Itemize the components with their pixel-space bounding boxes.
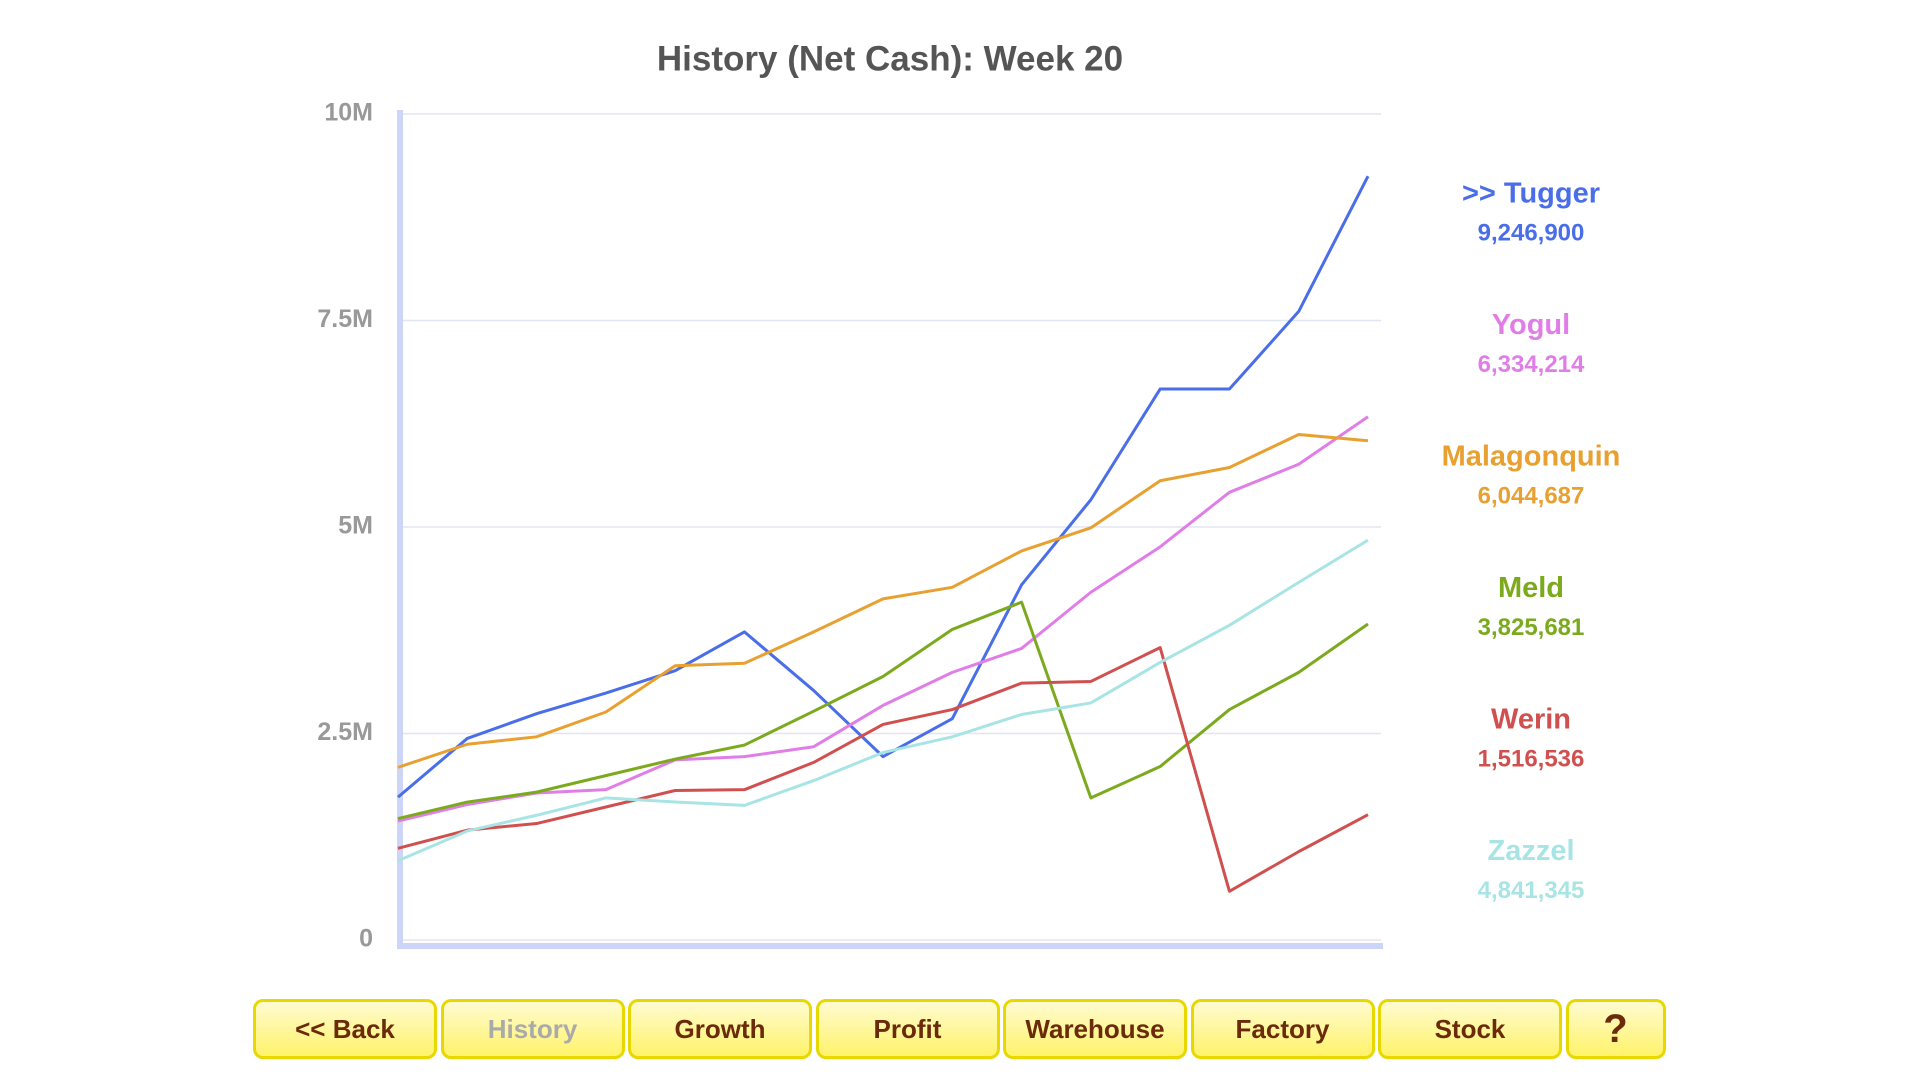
legend-value: 4,841,345 — [1478, 877, 1585, 904]
nav-bar: << Back History Growth Profit Warehouse Facto… — [253, 999, 1673, 1065]
nav-button[interactable]: ? — [1565, 999, 1666, 1059]
legend-name: >> Tugger — [1462, 178, 1600, 210]
y-tick-label: 2.5M — [317, 718, 373, 746]
y-tick-label: 10M — [324, 99, 373, 127]
legend-value: 6,334,214 — [1478, 351, 1585, 378]
legend-value: 1,516,536 — [1478, 745, 1585, 772]
legend-name: Malagonquin — [1442, 441, 1621, 473]
legend-value: 9,246,900 — [1478, 219, 1585, 246]
nav-button[interactable]: Profit — [815, 999, 1000, 1059]
legend-name: Zazzel — [1487, 835, 1574, 867]
nav-button[interactable]: Factory — [1190, 999, 1375, 1059]
legend-value: 3,825,681 — [1478, 614, 1585, 641]
series-line — [397, 646, 1369, 893]
chart: History (Net Cash): Week 20 0 2.5M 5M 7.5M 1… — [317, 39, 1621, 953]
nav-button[interactable]: History — [440, 999, 625, 1059]
nav-button[interactable]: Stock — [1378, 999, 1562, 1059]
series-line — [397, 415, 1369, 823]
nav-button[interactable]: Warehouse — [1003, 999, 1187, 1059]
series-line — [397, 538, 1369, 863]
y-tick-label: 7.5M — [317, 305, 373, 333]
series-line — [397, 432, 1369, 769]
y-tick-label: 5M — [338, 512, 373, 540]
y-tick-label: 0 — [359, 925, 373, 953]
legend-name: Werin — [1491, 704, 1571, 736]
series-line — [397, 175, 1370, 799]
legend-value: 6,044,687 — [1478, 482, 1585, 509]
nav-button[interactable]: << Back — [253, 999, 437, 1059]
nav-button[interactable]: Growth — [628, 999, 812, 1059]
legend-name: Yogul — [1492, 309, 1570, 341]
series-line — [397, 600, 1369, 821]
legend-name: Meld — [1498, 572, 1564, 604]
chart-title: History (Net Cash): Week 20 — [657, 39, 1123, 78]
